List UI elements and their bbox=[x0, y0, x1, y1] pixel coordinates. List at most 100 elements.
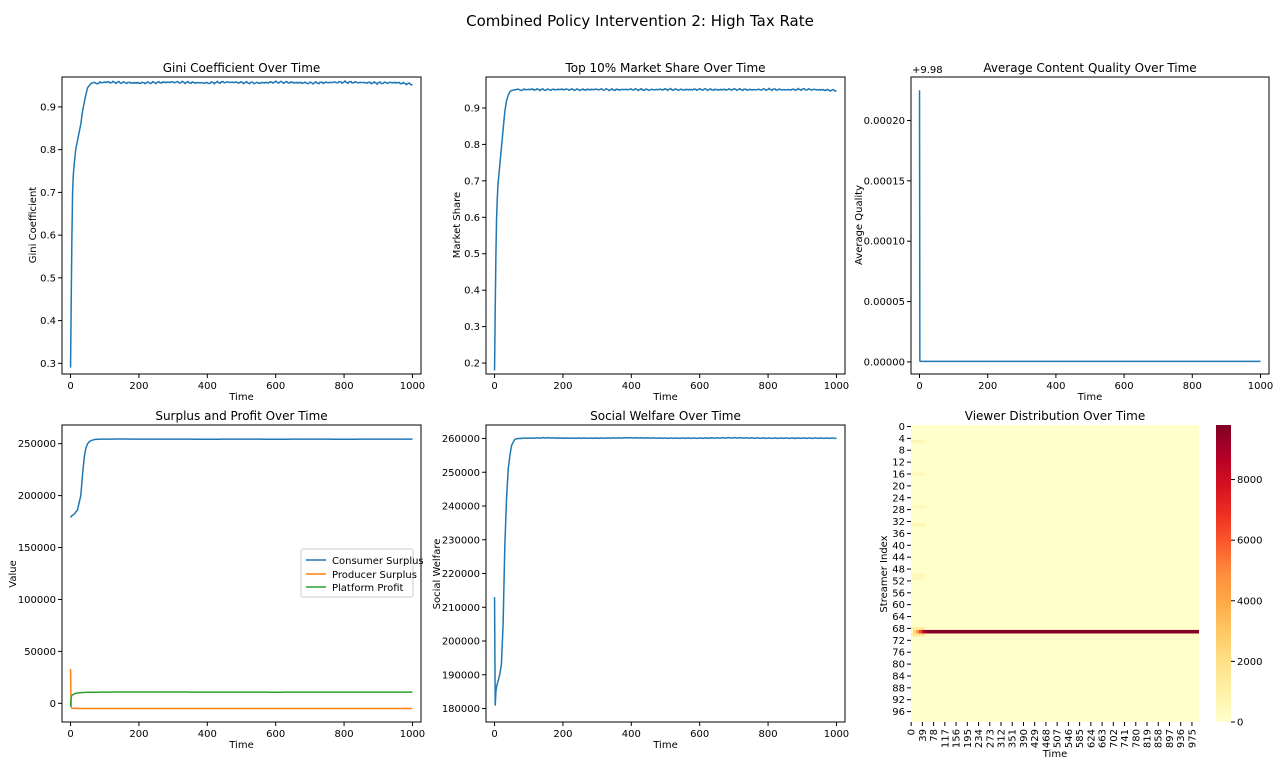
heatmap-early-cell bbox=[911, 626, 925, 631]
heatmap-early-cell bbox=[911, 439, 925, 444]
top10-series-line bbox=[493, 87, 837, 371]
welfare-ytick-label: 230000 bbox=[442, 535, 480, 546]
heatmap-xtick-label: 546 bbox=[1064, 729, 1075, 748]
legend-producer-label: Producer Surplus bbox=[332, 570, 417, 581]
welfare-xtick-label: 1000 bbox=[824, 729, 849, 740]
top10-ytick-label: 0.5 bbox=[464, 249, 480, 260]
quality-offset-label: +9.98 bbox=[912, 65, 943, 76]
heatmap-xtick-label: 273 bbox=[985, 729, 996, 748]
heatmap-xtick-label: 39 bbox=[918, 729, 929, 742]
gini-panel-title: Gini Coefficient Over Time bbox=[163, 61, 321, 75]
legend-platform-label: Platform Profit bbox=[332, 583, 404, 594]
heatmap-ytick-label: 76 bbox=[892, 648, 905, 659]
heatmap-hot-row-ramp bbox=[919, 629, 923, 634]
top10-ytick-label: 0.6 bbox=[464, 213, 480, 224]
heatmap-ytick-label: 20 bbox=[892, 481, 905, 492]
heatmap-ytick-label: 48 bbox=[892, 565, 905, 576]
heatmap-hot-row bbox=[925, 629, 1199, 634]
gini-coefficient-panel: Gini Coefficient Over Time Time Gini Coe… bbox=[28, 61, 425, 403]
surplus-panel-title: Surplus and Profit Over Time bbox=[155, 409, 327, 423]
welfare-panel-title: Social Welfare Over Time bbox=[590, 409, 741, 423]
figure-title: Combined Policy Intervention 2: High Tax… bbox=[466, 12, 814, 30]
welfare-xtick-label: 200 bbox=[553, 729, 572, 740]
welfare-xtick-label: 400 bbox=[622, 729, 641, 740]
heatmap-ytick-label: 96 bbox=[892, 707, 905, 718]
surplus-xtick-label: 800 bbox=[335, 729, 354, 740]
surplus-xtick-label: 200 bbox=[129, 729, 148, 740]
heatmap-ytick-label: 72 bbox=[892, 636, 905, 647]
heatmap-early-cell bbox=[911, 632, 925, 637]
heatmap-xtick-label: 858 bbox=[1154, 729, 1165, 748]
surplus-ytick-label: 200000 bbox=[18, 491, 56, 502]
quality-xtick-label: 0 bbox=[916, 381, 922, 392]
colorbar-tick-label: 4000 bbox=[1237, 596, 1262, 607]
heatmap-xtick-label: 312 bbox=[997, 729, 1008, 748]
gini-ytick-label: 0.5 bbox=[40, 273, 56, 284]
welfare-ytick-label: 250000 bbox=[442, 468, 480, 479]
quality-xtick-label: 1000 bbox=[1248, 381, 1273, 392]
quality-ytick-label: 0.00015 bbox=[864, 176, 905, 187]
heatmap-xtick-label: 0 bbox=[907, 729, 918, 735]
top10-xlabel: Time bbox=[652, 392, 677, 403]
viewers-xlabel: Time bbox=[1042, 749, 1067, 760]
heatmap-ytick-label: 88 bbox=[892, 683, 905, 694]
heatmap-background-cells bbox=[911, 425, 1199, 722]
heatmap-ytick-label: 80 bbox=[892, 660, 905, 671]
gini-series-line bbox=[69, 80, 413, 368]
heatmap-xtick-label: 234 bbox=[974, 729, 985, 748]
gini-xtick-label: 600 bbox=[266, 381, 285, 392]
heatmap-xtick-label: 585 bbox=[1075, 729, 1086, 748]
quality-xtick-label: 200 bbox=[978, 381, 997, 392]
colorbar-tick-label: 0 bbox=[1237, 718, 1243, 729]
quality-panel-title: Average Content Quality Over Time bbox=[983, 61, 1196, 75]
heatmap-xtick-label: 78 bbox=[929, 729, 940, 742]
welfare-xlabel: Time bbox=[652, 740, 677, 751]
gini-ytick-label: 0.9 bbox=[40, 102, 56, 113]
heatmap-hot-row-ramp bbox=[916, 629, 920, 634]
surplus-ytick-label: 50000 bbox=[24, 647, 56, 658]
heatmap-early-cell bbox=[911, 576, 925, 580]
top10-ytick-label: 0.2 bbox=[464, 359, 480, 370]
gini-ytick-label: 0.3 bbox=[40, 359, 56, 370]
quality-series-line bbox=[918, 90, 1261, 363]
welfare-ytick-label: 220000 bbox=[442, 569, 480, 580]
heatmap-early-cell bbox=[911, 523, 925, 527]
welfare-xtick-label: 800 bbox=[759, 729, 778, 740]
content-quality-panel: Average Content Quality Over Time Time A… bbox=[854, 61, 1273, 403]
surplus-ytick-label: 150000 bbox=[18, 543, 56, 554]
quality-ytick-label: 0.00005 bbox=[864, 297, 905, 308]
heatmap-xtick-label: 468 bbox=[1041, 729, 1052, 748]
heatmap-ytick-label: 4 bbox=[899, 434, 905, 445]
quality-ytick-label: 0.00000 bbox=[864, 357, 905, 368]
welfare-ytick-label: 260000 bbox=[442, 434, 480, 445]
surplus-series-producer-surplus bbox=[69, 669, 413, 710]
top10-ytick-label: 0.7 bbox=[464, 176, 480, 187]
top10-xtick-label: 1000 bbox=[824, 381, 849, 392]
top10-ytick-label: 0.9 bbox=[464, 103, 480, 114]
surplus-xtick-label: 1000 bbox=[400, 729, 425, 740]
quality-xtick-label: 600 bbox=[1115, 381, 1134, 392]
gini-ytick-label: 0.8 bbox=[40, 145, 56, 156]
heatmap-hot-row-ramp bbox=[922, 629, 926, 634]
gini-ytick-label: 0.4 bbox=[40, 316, 56, 327]
heatmap-ytick-label: 44 bbox=[892, 553, 905, 564]
heatmap-xtick-label: 819 bbox=[1143, 729, 1154, 748]
top10-xtick-label: 200 bbox=[553, 381, 572, 392]
heatmap-xtick-label: 975 bbox=[1187, 729, 1198, 748]
quality-xtick-label: 800 bbox=[1183, 381, 1202, 392]
top10-xtick-label: 800 bbox=[759, 381, 778, 392]
heatmap-ytick-label: 52 bbox=[892, 576, 905, 587]
gini-axes-frame bbox=[61, 76, 422, 375]
heatmap-xtick-label: 156 bbox=[952, 729, 963, 748]
welfare-xtick-label: 600 bbox=[690, 729, 709, 740]
top10-axes-frame bbox=[485, 76, 846, 375]
surplus-ytick-label: 0 bbox=[50, 699, 56, 710]
viewer-distribution-panel: Viewer Distribution Over Time Time Strea… bbox=[879, 409, 1262, 760]
surplus-profit-panel: Surplus and Profit Over Time Time Value … bbox=[8, 409, 425, 751]
surplus-axes-frame bbox=[61, 424, 422, 723]
legend-box bbox=[300, 548, 414, 598]
quality-xtick-label: 400 bbox=[1046, 381, 1065, 392]
viewers-ylabel: Streamer Index bbox=[879, 535, 890, 612]
heatmap-xtick-label: 390 bbox=[1019, 729, 1030, 748]
